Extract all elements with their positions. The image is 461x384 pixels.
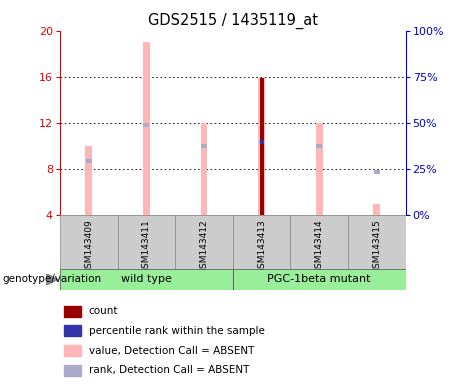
Bar — [64, 365, 81, 376]
Bar — [233, 215, 290, 269]
Text: GSM143415: GSM143415 — [372, 219, 381, 274]
Bar — [233, 269, 406, 290]
Text: wild type: wild type — [121, 274, 172, 285]
Polygon shape — [46, 273, 58, 285]
Text: value, Detection Call = ABSENT: value, Detection Call = ABSENT — [89, 346, 254, 356]
Title: GDS2515 / 1435119_at: GDS2515 / 1435119_at — [148, 13, 318, 29]
Bar — [175, 215, 233, 269]
Bar — [290, 215, 348, 269]
Text: count: count — [89, 306, 118, 316]
Bar — [348, 215, 406, 269]
Bar — [316, 144, 322, 148]
Text: GSM143414: GSM143414 — [315, 219, 324, 274]
Bar — [64, 345, 81, 356]
Bar — [201, 123, 207, 215]
Bar — [64, 326, 81, 336]
Text: PGC-1beta mutant: PGC-1beta mutant — [267, 274, 371, 285]
Bar — [201, 144, 207, 148]
Text: rank, Detection Call = ABSENT: rank, Detection Call = ABSENT — [89, 365, 249, 375]
Text: GSM143413: GSM143413 — [257, 219, 266, 274]
Bar — [373, 204, 380, 215]
Text: genotype/variation: genotype/variation — [2, 274, 101, 285]
Bar — [86, 159, 92, 163]
Bar — [259, 141, 265, 144]
Bar — [143, 123, 149, 127]
Bar — [85, 146, 92, 215]
Bar — [60, 215, 118, 269]
Bar — [316, 123, 323, 215]
Text: percentile rank within the sample: percentile rank within the sample — [89, 326, 265, 336]
Bar — [64, 306, 81, 317]
Text: GSM143409: GSM143409 — [84, 219, 93, 274]
Text: GSM143412: GSM143412 — [200, 219, 208, 274]
Bar — [258, 78, 265, 215]
Bar — [143, 42, 150, 215]
Bar — [60, 269, 233, 290]
Bar — [260, 141, 264, 144]
Bar — [374, 170, 380, 174]
Bar — [260, 78, 264, 215]
Text: GSM143411: GSM143411 — [142, 219, 151, 274]
Bar — [118, 215, 175, 269]
